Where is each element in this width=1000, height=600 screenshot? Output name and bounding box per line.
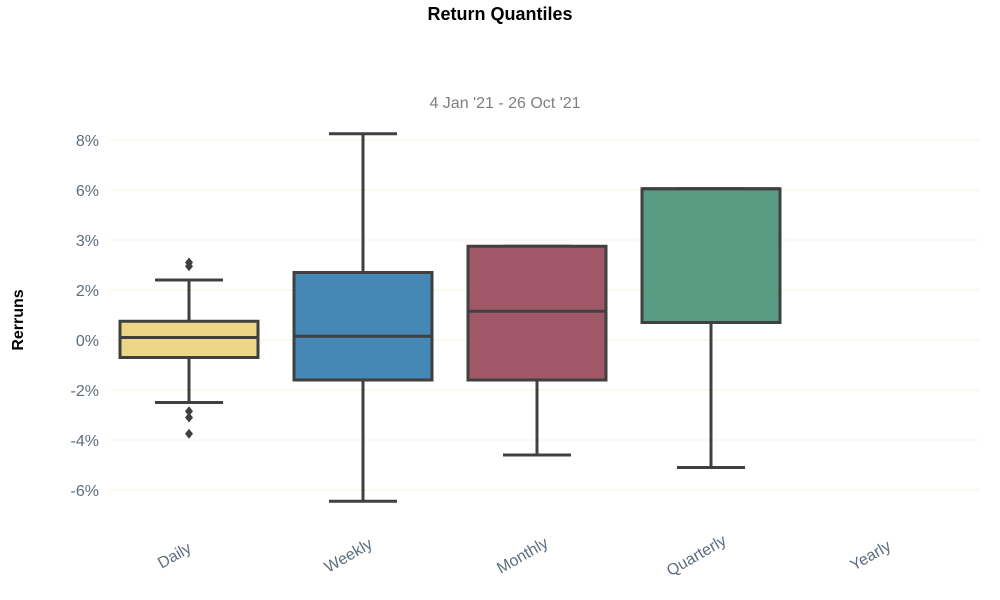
y-tick-label: 0% [76,333,99,350]
x-tick-labels: Daily Weekly Monthly Quarterly Yearly [155,532,894,580]
box-iqr [292,271,434,382]
box-daily [118,257,260,439]
x-tick-label: Yearly [847,538,894,575]
outlier-point [185,261,193,272]
x-tick-label: Weekly [322,536,376,577]
outlier-point [185,406,193,417]
x-tick-label: Quarterly [664,532,729,580]
y-tick-label: 2% [76,283,99,300]
outlier-point [185,412,193,423]
x-tick-label: Daily [155,540,194,573]
x-tick-label: Monthly [494,535,551,578]
chart-subtitle: 4 Jan '21 - 26 Oct '21 [429,95,580,112]
box-weekly [292,132,434,503]
y-tick-label: 8% [76,133,99,150]
outlier-point [185,428,193,439]
box-monthly [466,244,608,457]
y-tick-labels: 8% 6% 3% 2% 0% -2% -4% -6% [71,133,99,500]
y-tick-label: -6% [71,483,99,500]
box-iqr [118,319,260,359]
y-tick-label: 6% [76,183,99,200]
y-tick-label: 3% [76,233,99,250]
y-tick-label: -4% [71,433,99,450]
box-iqr [466,244,608,382]
box-iqr [640,187,782,324]
y-axis-label: Rerruns [10,289,27,350]
chart-title: Return Quantiles [427,4,572,24]
box-plots [118,132,782,503]
box-quarterly [640,187,782,469]
y-tick-label: -2% [71,383,99,400]
